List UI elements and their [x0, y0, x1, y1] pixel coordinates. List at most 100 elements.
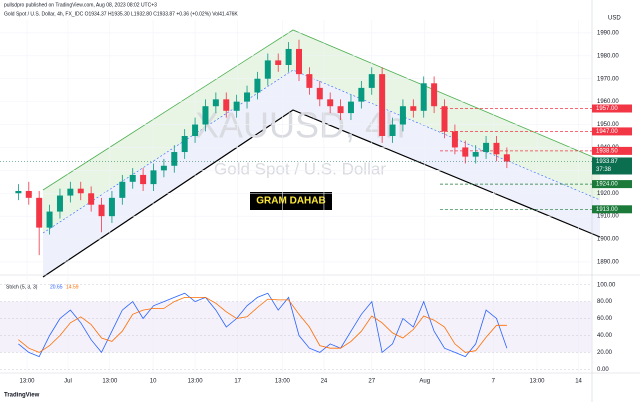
candle-body — [150, 170, 157, 185]
symbol-line: Gold Spot / U.S. Dollar, 4h, FX_IDC O193… — [4, 11, 238, 17]
level-label: 1938.50 — [596, 148, 618, 154]
candle-body — [306, 74, 313, 88]
level-tag — [592, 127, 632, 136]
candle-body — [472, 152, 479, 157]
candle-body — [129, 174, 136, 182]
candle-body — [254, 78, 261, 93]
y-tick-label: 1960.00 — [597, 99, 619, 105]
candle-body — [462, 147, 469, 157]
y-tick-label: 60.00 — [597, 316, 613, 322]
candle-body — [56, 195, 63, 212]
candle-body — [347, 101, 354, 114]
candle-body — [160, 165, 167, 171]
y-tick-label: 1980.00 — [597, 53, 619, 59]
x-tick-label: 27 — [368, 379, 375, 385]
stoch-title: Stoch (5, 3, 3) — [6, 284, 38, 290]
channel-upper-line — [42, 29, 601, 191]
x-tick-label: 7 — [492, 379, 496, 385]
publisher: pullsdpro published on TradingView.com, … — [4, 2, 157, 8]
level-tag — [592, 146, 632, 155]
candle-body — [181, 135, 188, 153]
candle-body — [25, 190, 32, 198]
candle-body — [431, 83, 438, 107]
candle-body — [171, 152, 178, 166]
y-tick-label: 20.00 — [597, 350, 613, 356]
y-tick-label: 1890.00 — [597, 260, 619, 266]
x-tick-label: 14 — [575, 379, 582, 385]
x-tick-label: 13:00 — [529, 379, 545, 385]
y-tick-label: 100.00 — [597, 282, 616, 288]
candle-body — [399, 106, 406, 125]
x-tick-label: Aug — [419, 379, 430, 385]
candle-body — [46, 211, 53, 228]
candle-body — [410, 106, 417, 111]
candle-body — [337, 106, 344, 114]
y-tick-label: 1910.00 — [597, 214, 619, 220]
candle-body — [493, 142, 500, 155]
channel-upper-fill — [43, 30, 600, 233]
watermark-symbol: XAUUSD, 4h — [195, 105, 405, 146]
level-tag — [592, 205, 632, 214]
x-tick-label: 13:00 — [20, 379, 36, 385]
candle-body — [264, 60, 271, 79]
channel-mid-line — [42, 69, 601, 234]
candle-body — [108, 197, 115, 217]
currency: USD — [608, 16, 621, 22]
candle-body — [119, 181, 126, 198]
watermark-name: Gold Spot / U.S. Dollar — [214, 159, 386, 178]
candle-body — [316, 87, 323, 100]
x-tick-label: Jul — [64, 379, 72, 385]
channel-lower-line — [42, 109, 601, 278]
candle-body — [88, 193, 95, 205]
candle-body — [420, 83, 427, 111]
y-tick-label: 40.00 — [597, 333, 613, 339]
x-tick-label: 13:00 — [275, 379, 291, 385]
x-tick-label: 10 — [150, 379, 157, 385]
x-tick-label: 13:00 — [102, 379, 118, 385]
candle-body — [389, 124, 396, 136]
logo: TradingView — [4, 393, 40, 399]
level-label: 1913.00 — [596, 207, 618, 213]
candle-body — [98, 204, 105, 217]
candle-body — [296, 48, 302, 75]
legend-value: 14.59 — [66, 284, 79, 290]
candle-body — [285, 48, 292, 65]
candle-body — [140, 174, 147, 185]
candle-body — [358, 87, 365, 102]
y-tick-label: 1970.00 — [597, 76, 619, 82]
countdown: 37:38 — [596, 167, 612, 173]
candle-body — [368, 74, 375, 88]
stoch-line — [18, 292, 508, 358]
candle-body — [223, 99, 230, 111]
level-label: 1957.00 — [596, 106, 618, 112]
candle-body — [327, 99, 334, 107]
stoch-band — [0, 301, 592, 353]
candle-body — [379, 74, 386, 136]
stoch-line — [18, 297, 507, 353]
y-tick-label: 1920.00 — [597, 191, 619, 197]
annotation: GRAM DAHAB — [256, 196, 325, 207]
candle-body — [192, 124, 199, 136]
x-tick-label: 13:00 — [188, 379, 204, 385]
candle-body — [441, 106, 448, 132]
candle-body — [233, 101, 240, 111]
price-tag — [592, 157, 632, 175]
annotation-box — [250, 192, 332, 210]
candle-body — [77, 188, 84, 194]
price-label: 1933.87 — [596, 159, 618, 165]
y-tick-label: 0.00 — [597, 367, 609, 373]
level-tag — [592, 180, 632, 189]
level-tag — [592, 104, 632, 113]
y-tick-label: 1990.00 — [597, 30, 619, 36]
x-tick-label: 24 — [321, 379, 328, 385]
y-tick-label: 80.00 — [597, 299, 613, 305]
x-tick-label: 17 — [234, 379, 241, 385]
candle-body — [244, 92, 251, 102]
level-label: 1924.00 — [596, 182, 618, 188]
candle-body — [36, 197, 43, 228]
candle-body — [451, 131, 458, 148]
candle-body — [275, 60, 282, 65]
y-tick-label: 1900.00 — [597, 237, 619, 243]
legend-value: 20.65 — [50, 284, 63, 290]
